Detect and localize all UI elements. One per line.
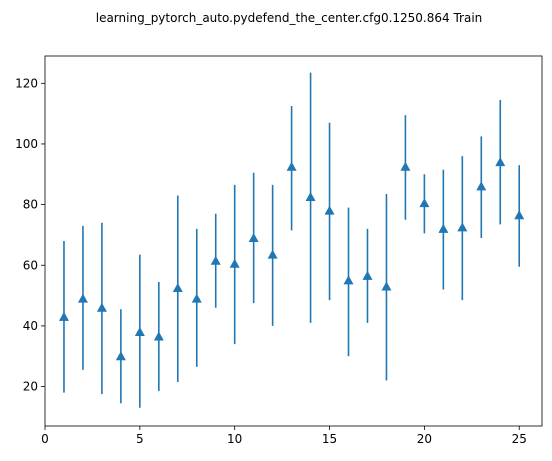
data-point bbox=[58, 311, 69, 321]
data-point bbox=[134, 326, 145, 336]
x-tick-label: 5 bbox=[136, 432, 144, 446]
y-tick-label: 60 bbox=[23, 258, 38, 272]
data-point bbox=[191, 293, 202, 303]
data-point bbox=[172, 283, 183, 293]
y-axis: 20 40 60 80 100 120 bbox=[15, 76, 45, 394]
data-point bbox=[362, 270, 373, 280]
data-point bbox=[381, 281, 392, 291]
data-point bbox=[267, 249, 278, 259]
data-point bbox=[153, 331, 164, 341]
data-point bbox=[495, 157, 506, 167]
data-point bbox=[305, 192, 316, 202]
y-tick-label: 100 bbox=[15, 137, 38, 151]
x-axis: 0 5 10 15 20 25 bbox=[41, 426, 527, 446]
x-tick-label: 0 bbox=[41, 432, 49, 446]
plot-area bbox=[58, 72, 525, 408]
data-point bbox=[286, 161, 297, 171]
data-point bbox=[324, 205, 335, 215]
y-tick-label: 20 bbox=[23, 380, 38, 394]
plot-frame bbox=[44, 55, 543, 427]
data-point bbox=[476, 181, 487, 191]
data-point bbox=[115, 351, 126, 361]
data-point bbox=[438, 223, 449, 233]
y-tick-label: 40 bbox=[23, 319, 38, 333]
data-point bbox=[248, 232, 259, 242]
data-point bbox=[96, 302, 107, 312]
chart-title: learning_pytorch_auto.pydefend_the_cente… bbox=[96, 11, 483, 25]
data-point bbox=[343, 275, 354, 285]
data-point bbox=[229, 258, 240, 268]
data-point bbox=[77, 293, 88, 303]
data-point bbox=[514, 210, 525, 220]
y-tick-label: 120 bbox=[15, 76, 38, 90]
x-tick-label: 25 bbox=[512, 432, 527, 446]
x-tick-label: 20 bbox=[417, 432, 432, 446]
x-tick-label: 15 bbox=[322, 432, 337, 446]
data-point bbox=[400, 161, 411, 171]
y-tick-label: 80 bbox=[23, 198, 38, 212]
x-tick-label: 10 bbox=[227, 432, 242, 446]
data-point bbox=[210, 255, 221, 265]
data-point bbox=[419, 198, 430, 208]
data-point bbox=[457, 222, 468, 232]
